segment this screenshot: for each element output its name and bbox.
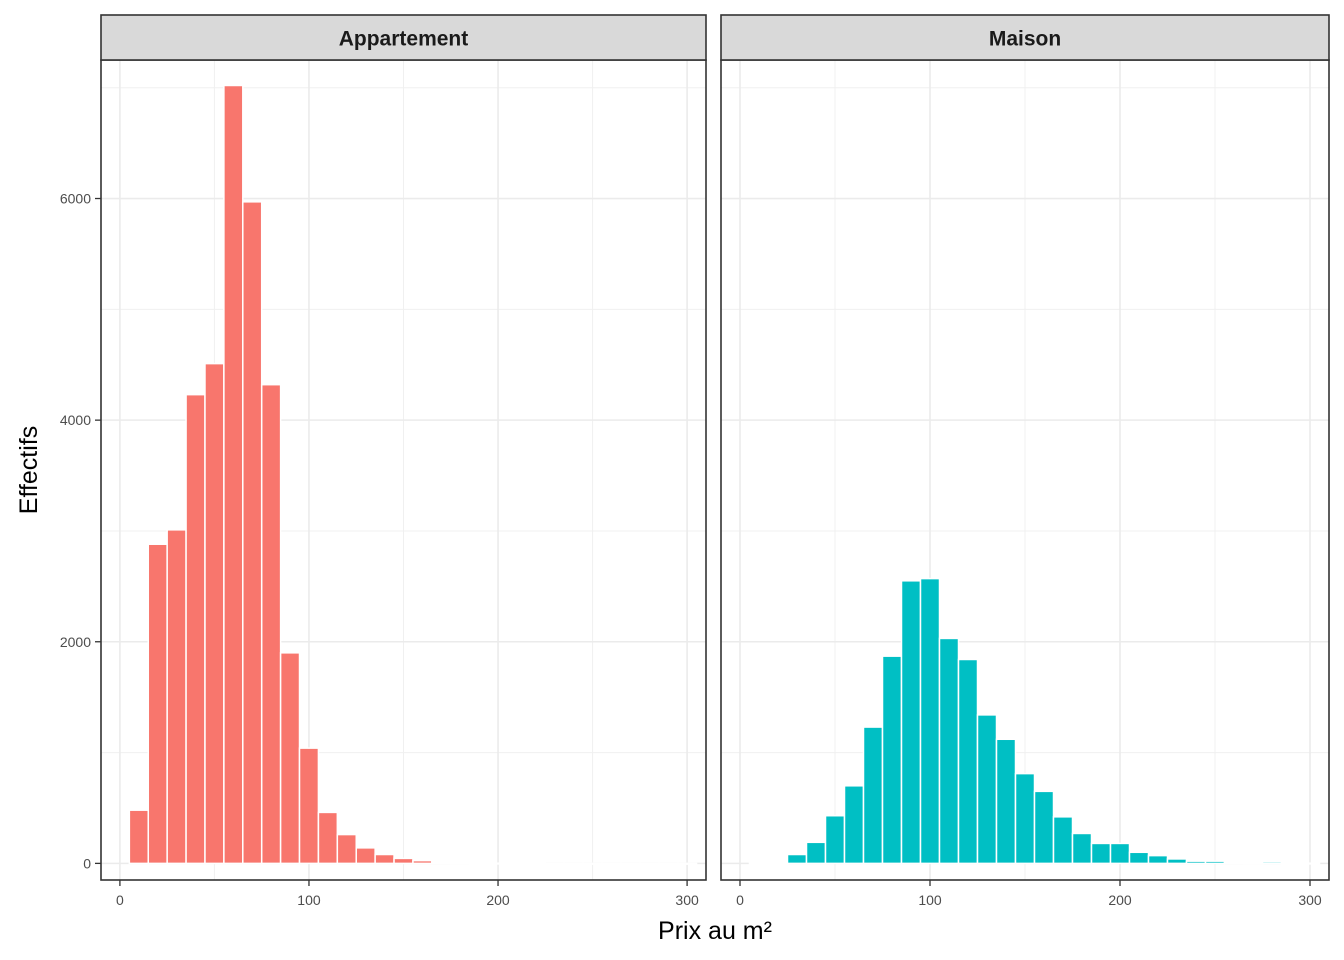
histogram-bar xyxy=(1166,858,1188,865)
histogram-bar xyxy=(786,853,808,865)
histogram-bar xyxy=(506,862,528,865)
histogram-bar xyxy=(1147,854,1169,865)
histogram-bar xyxy=(223,84,244,865)
histogram-bar xyxy=(412,859,433,865)
histogram-bar xyxy=(1014,772,1036,865)
facet-strip-label: Appartement xyxy=(339,28,469,51)
histogram-bar xyxy=(976,714,998,865)
histogram-bar xyxy=(620,862,641,865)
histogram-bar xyxy=(147,543,168,865)
histogram-bar xyxy=(242,201,263,865)
x-tick-label: 100 xyxy=(297,892,321,908)
histogram-bar xyxy=(1280,862,1302,865)
histogram-bar xyxy=(128,809,150,865)
histogram-bar xyxy=(582,862,603,865)
x-tick-label: 300 xyxy=(1298,892,1322,908)
histogram-bar xyxy=(431,861,452,865)
x-tick-label: 100 xyxy=(918,892,942,908)
panel-maison: Maison 0 100 200 300 xyxy=(720,14,1330,908)
histogram-bar xyxy=(166,529,187,865)
x-tick-label: 200 xyxy=(486,892,510,908)
histogram-bar xyxy=(1204,860,1226,865)
histogram-bar xyxy=(563,862,584,865)
histogram-bar xyxy=(881,655,903,865)
histogram-bar xyxy=(355,847,376,865)
histogram-bar xyxy=(1128,851,1150,865)
histogram-bar xyxy=(657,862,679,865)
histogram-bar xyxy=(919,577,941,865)
histogram-bar xyxy=(938,637,960,865)
y-tick-label: 4000 xyxy=(60,412,91,428)
histogram-bar xyxy=(900,580,922,865)
histogram-bar xyxy=(1261,860,1283,865)
histogram-bar xyxy=(767,862,789,865)
histogram-bar xyxy=(1052,816,1074,865)
x-tick-label: 200 xyxy=(1108,892,1132,908)
histogram-bar xyxy=(748,862,770,865)
histogram-bar xyxy=(1090,842,1112,865)
histogram-bar xyxy=(639,862,660,865)
facet-strip-label: Maison xyxy=(989,28,1061,51)
facet-strip xyxy=(720,14,1330,61)
histogram-bar xyxy=(1185,860,1207,865)
x-axis-title: Prix au m² xyxy=(658,917,772,945)
histogram-bar xyxy=(862,726,884,865)
histogram-bar xyxy=(1033,790,1055,865)
histogram-bar xyxy=(260,383,282,865)
facet-strip xyxy=(100,14,707,61)
y-axis-title: Effectifs xyxy=(15,426,43,514)
x-tick-label: 300 xyxy=(675,892,699,908)
histogram-bar xyxy=(185,393,206,865)
panel-appartement: Appartement 0 100 200 300 0 2000 4000 6000 xyxy=(60,14,707,908)
y-tick-label: 2000 xyxy=(60,634,91,650)
histogram-bar xyxy=(525,862,547,865)
histogram-bar xyxy=(1109,842,1131,865)
histogram-bar xyxy=(487,862,509,865)
histogram-bar xyxy=(450,862,471,865)
histogram-bar xyxy=(298,747,320,865)
histogram-bar xyxy=(468,862,490,865)
y-tick-label: 0 xyxy=(83,855,91,871)
histogram-bar xyxy=(805,841,827,865)
histogram-bar xyxy=(544,862,565,865)
x-tick-label: 0 xyxy=(736,892,744,908)
histogram-bar xyxy=(393,857,414,865)
histogram-bar xyxy=(824,814,846,865)
histogram-bar xyxy=(843,785,865,865)
y-tick-label: 6000 xyxy=(60,191,91,207)
histogram-bar xyxy=(279,652,301,865)
histogram-bar xyxy=(204,362,225,865)
histogram-bar xyxy=(1223,861,1245,865)
x-tick-label: 0 xyxy=(116,892,124,908)
histogram-bar xyxy=(317,811,339,865)
histogram-bar xyxy=(957,658,979,865)
histogram-bar xyxy=(676,862,698,865)
histogram-bar xyxy=(336,833,357,865)
histogram-bar xyxy=(1242,862,1264,865)
histogram-bar xyxy=(374,853,395,865)
histogram-bar xyxy=(601,862,622,865)
histogram-bar xyxy=(995,738,1017,865)
histogram-bar xyxy=(1071,832,1093,865)
histogram-bar xyxy=(1299,862,1321,865)
